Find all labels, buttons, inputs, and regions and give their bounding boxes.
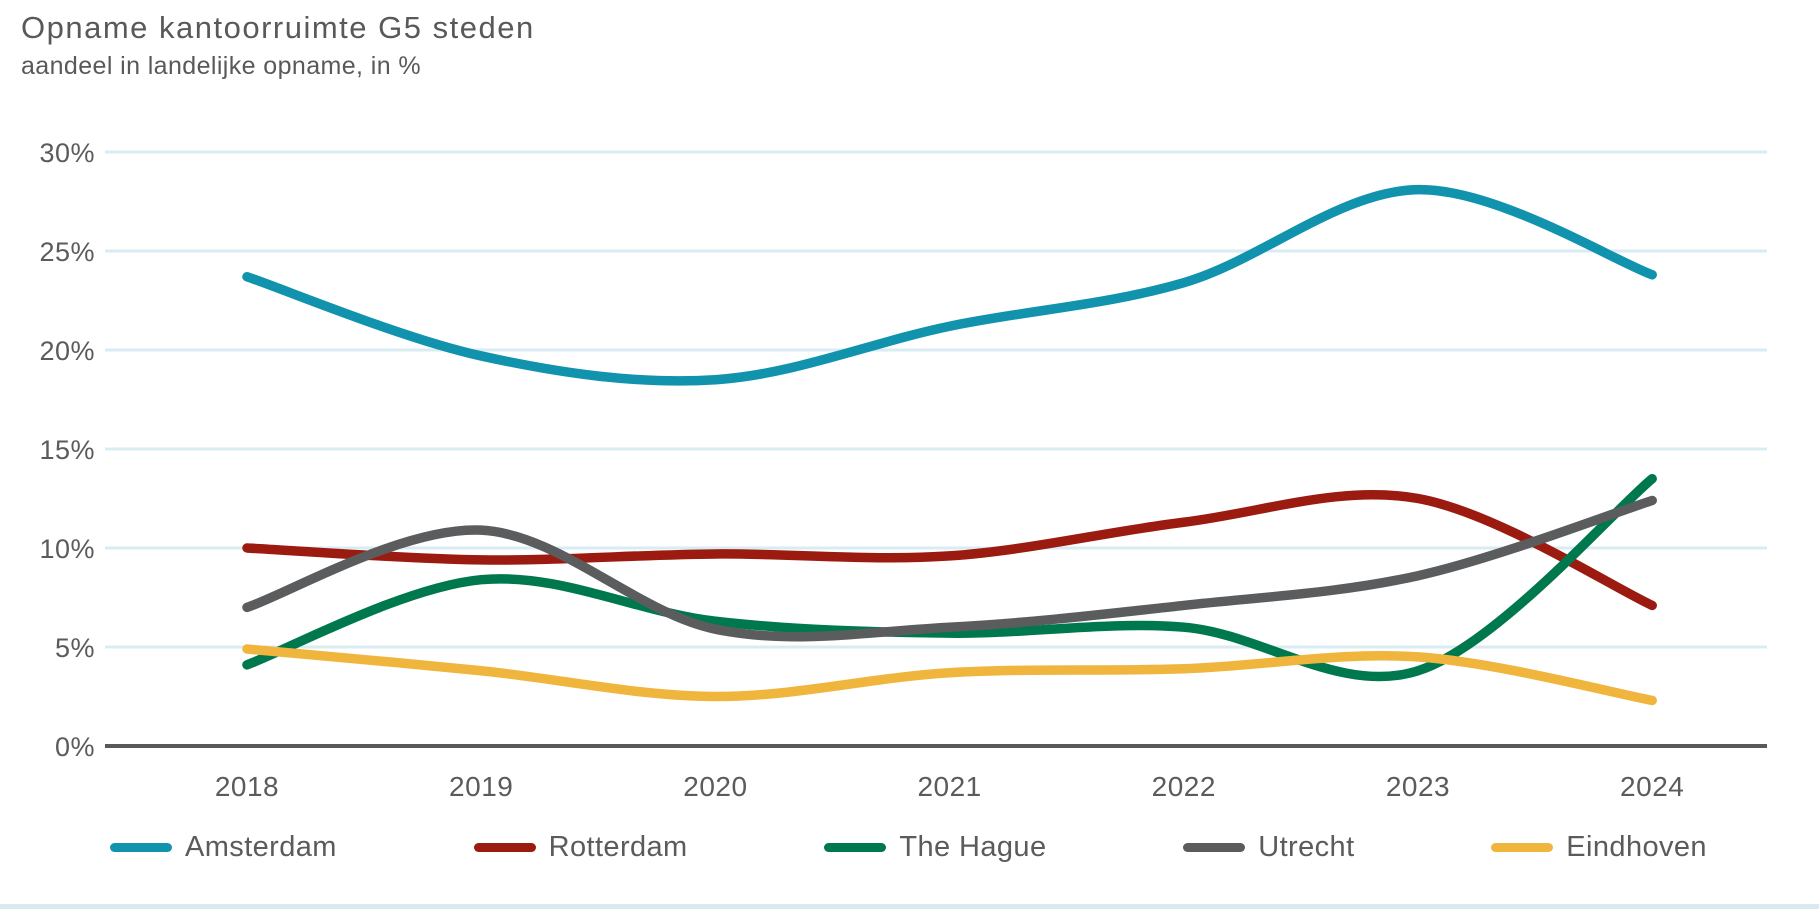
legend-swatch-eindhoven (1491, 842, 1554, 852)
legend-label: Amsterdam (185, 830, 337, 863)
x-tick-label: 2024 (1620, 771, 1684, 802)
y-tick-label: 5% (55, 633, 95, 663)
chart-title: Opname kantoorruimte G5 steden (21, 10, 535, 45)
y-tick-label: 10% (39, 534, 95, 564)
chart-subtitle: aandeel in landelijke opname, in % (21, 52, 421, 80)
legend-item-utrecht: Utrecht (1183, 831, 1354, 864)
legend-label: Utrecht (1258, 830, 1355, 863)
series-line-the-hague (242, 473, 1657, 682)
y-tick-label: 20% (39, 336, 95, 366)
x-tick-label: 2020 (683, 771, 747, 802)
legend-swatch-amsterdam (110, 842, 172, 852)
series-line-eindhoven (242, 644, 1657, 706)
legend-swatch-rotterdam (473, 842, 536, 852)
y-tick-label: 0% (55, 732, 95, 762)
series-line-utrecht (242, 495, 1657, 642)
series-line-amsterdam (242, 184, 1657, 386)
legend-item-the-hague: The Hague (824, 831, 1046, 864)
legend-swatch-the-hague (824, 842, 887, 852)
legend-item-amsterdam: Amsterdam (110, 831, 337, 864)
legend-label: Eindhoven (1566, 830, 1707, 863)
x-tick-label: 2018 (215, 771, 279, 802)
series-line-rotterdam (242, 489, 1657, 611)
y-tick-label: 30% (39, 138, 95, 168)
x-tick-label: 2023 (1386, 771, 1450, 802)
legend-label: The Hague (899, 830, 1047, 863)
x-tick-label: 2019 (449, 771, 513, 802)
y-tick-label: 15% (39, 435, 95, 465)
legend-item-eindhoven: Eindhoven (1491, 831, 1707, 864)
chart-header: Opname kantoorruimte G5 steden aandeel i… (21, 10, 535, 81)
x-tick-label: 2022 (1152, 771, 1216, 802)
bottom-accent-strip (0, 904, 1819, 909)
chart-legend: Amsterdam Rotterdam The Hague Utrecht Eindho… (110, 826, 1707, 868)
legend-item-rotterdam: Rotterdam (473, 830, 688, 864)
legend-label: Rotterdam (548, 830, 688, 863)
y-tick-label: 25% (39, 237, 95, 267)
legend-swatch-utrecht (1183, 842, 1246, 852)
x-tick-label: 2021 (917, 771, 981, 802)
